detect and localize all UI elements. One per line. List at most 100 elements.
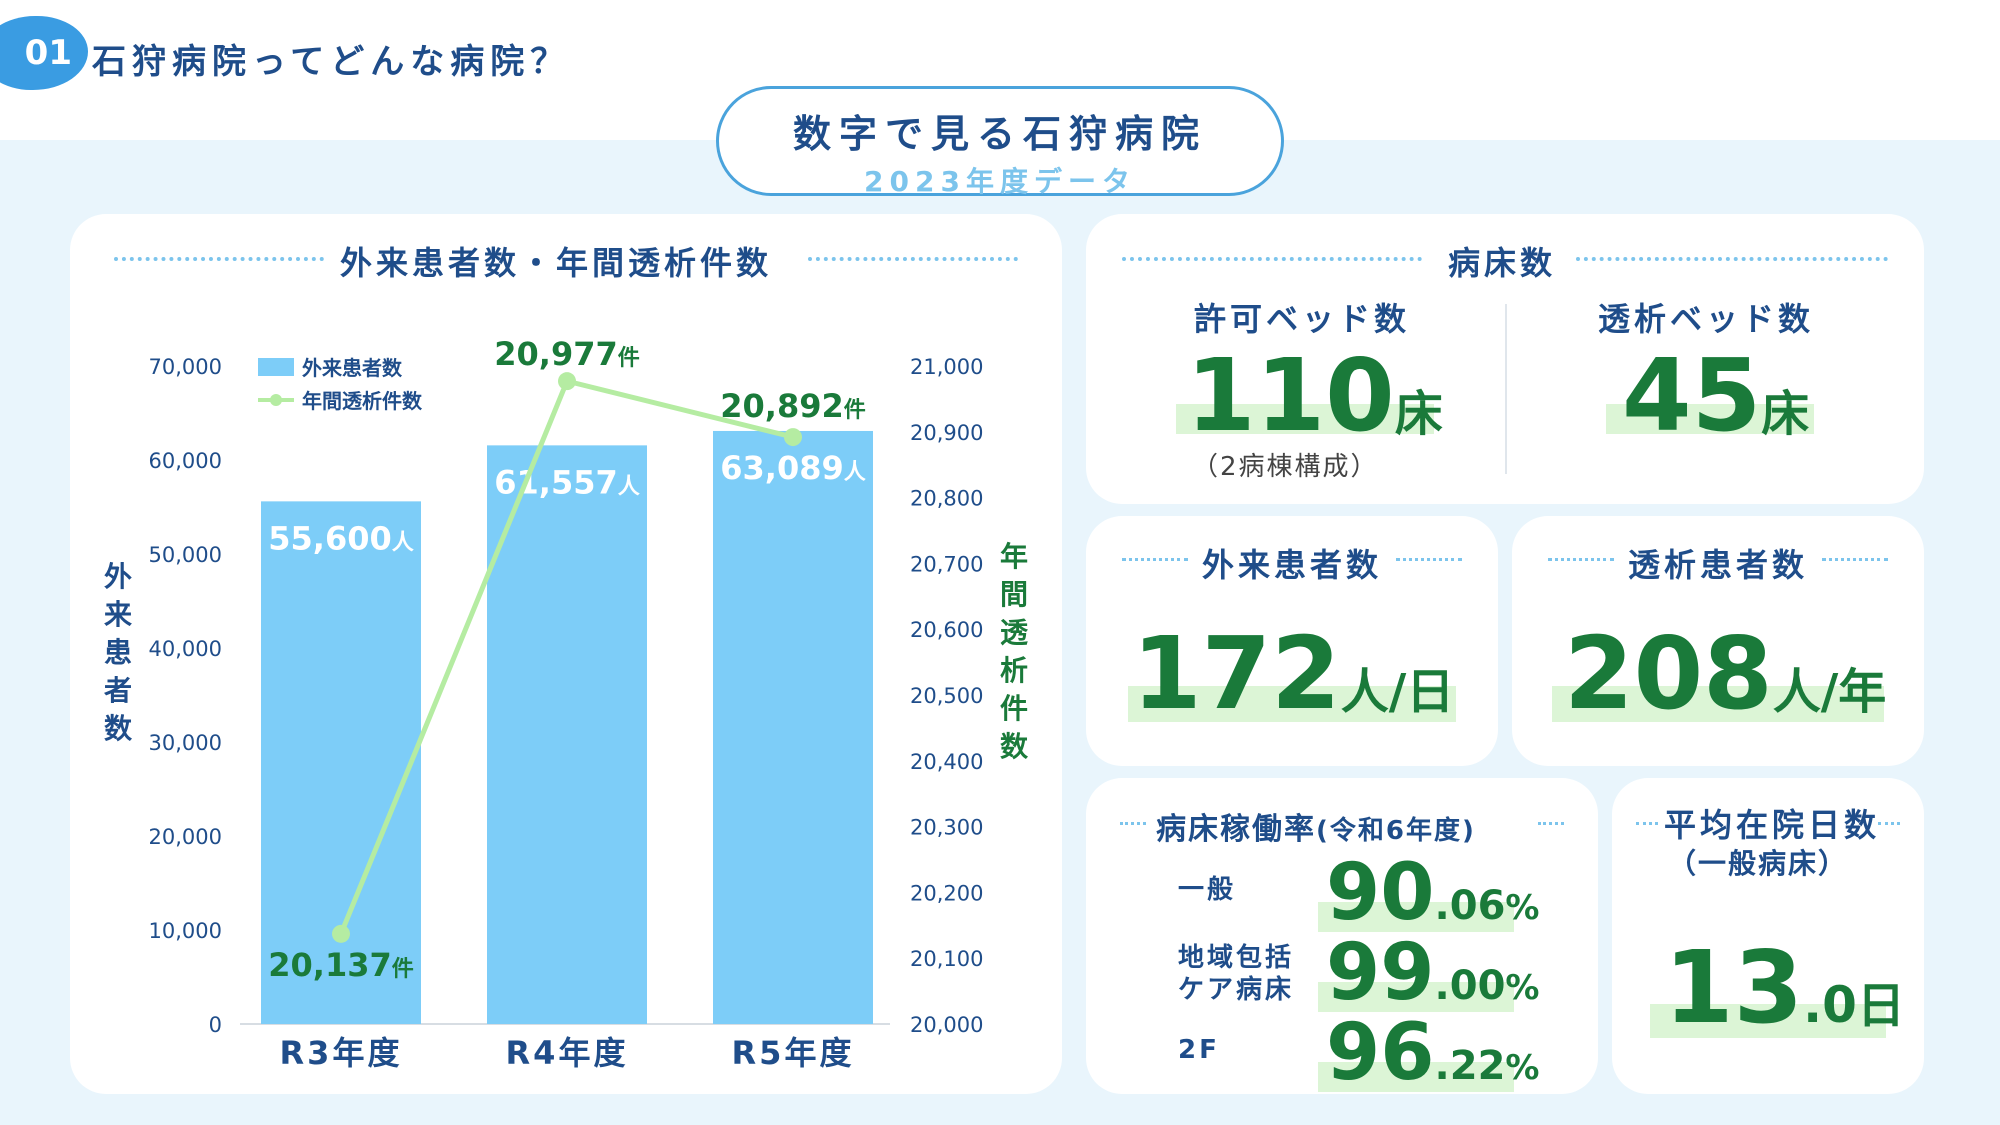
occupancy-row-label-line1: 地域包括 xyxy=(1178,943,1295,973)
section-title: 石狩病院ってどんな病院？ xyxy=(92,42,571,82)
line-data-label: 20,977件 xyxy=(494,335,640,373)
x-tick-label: R5年度 xyxy=(732,1034,855,1072)
licensed-beds-highlight xyxy=(1176,404,1434,434)
y-tick-label: 20,000 xyxy=(149,825,222,849)
y2-tick-label: 20,600 xyxy=(910,618,983,642)
bar-data-label-value: 61,557 xyxy=(494,463,617,501)
licensed-beds-value: 110床 xyxy=(1186,346,1443,446)
line-data-label-value: 20,892 xyxy=(720,387,843,425)
bar-data-label-unit: 人 xyxy=(392,530,414,555)
avg-stay-dots-left xyxy=(1636,822,1658,825)
dialysis-beds-label: 透析ベッド数 xyxy=(1598,300,1815,338)
avg-stay-card: 平均在院日数 （一般病床） 13.0日 xyxy=(1612,778,1924,1094)
avg-stay-value: 13.0日 xyxy=(1664,938,1905,1038)
dialysis-patients-highlight xyxy=(1552,686,1884,722)
occupancy-row-pct: % xyxy=(1505,968,1540,1008)
y-tick-label: 0 xyxy=(209,1013,222,1037)
bar-data-label: 61,557人 xyxy=(494,463,640,501)
y-tick-label: 50,000 xyxy=(149,543,222,567)
y-tick-label: 40,000 xyxy=(149,637,222,661)
outpatients-dots-right xyxy=(1396,558,1462,561)
occupancy-row-int: 90 xyxy=(1326,848,1435,938)
occupancy-row-highlight xyxy=(1318,1062,1514,1092)
occupancy-row-label: 一般 xyxy=(1178,874,1236,906)
outpatients-card: 外来患者数 172人/日 xyxy=(1086,516,1498,766)
avg-stay-title: 平均在院日数 xyxy=(1664,806,1881,844)
dialysis-patients-title: 透析患者数 xyxy=(1628,546,1809,584)
avg-stay-highlight xyxy=(1650,1004,1886,1038)
avg-stay-note: （一般病床） xyxy=(1668,847,1849,880)
bar-data-label-value: 55,600 xyxy=(268,519,391,557)
occupancy-row-label-line1: 2F xyxy=(1178,1035,1220,1065)
beds-card: 病床数 許可ベッド数 110床 （2病棟構成） 透析ベッド数 45床 xyxy=(1086,214,1924,504)
occupancy-row-highlight xyxy=(1318,982,1514,1012)
occupancy-row-pct: % xyxy=(1505,1048,1540,1088)
occupancy-row-label: 地域包括 ケア病床 xyxy=(1178,942,1294,1006)
bar-outpatients xyxy=(487,445,647,1024)
y2-axis-title-char: 析 xyxy=(1000,654,1028,687)
y-axis-title-char: 来 xyxy=(104,598,132,631)
y2-tick-label: 20,900 xyxy=(910,421,983,445)
y2-tick-label: 20,200 xyxy=(910,881,983,905)
y-tick-label: 30,000 xyxy=(149,731,222,755)
licensed-beds-label: 許可ベッド数 xyxy=(1194,300,1411,338)
line-data-label: 20,892件 xyxy=(720,387,866,425)
avg-stay-dec: .0 xyxy=(1803,976,1857,1034)
occupancy-title-note: (令和6年度) xyxy=(1316,816,1476,846)
outpatients-title: 外来患者数 xyxy=(1202,546,1383,584)
y2-axis-title-char: 間 xyxy=(1000,578,1028,611)
y2-axis-title-char: 件 xyxy=(1000,692,1028,725)
y2-tick-label: 20,100 xyxy=(910,947,983,971)
main-subtitle: 2023年度データ xyxy=(864,165,1136,198)
legend-bar-swatch xyxy=(258,358,294,376)
occupancy-row-label-line2: ケア病床 xyxy=(1178,975,1295,1005)
licensed-beds-note: （2病棟構成） xyxy=(1192,452,1379,482)
occupancy-row-value: 90.06% xyxy=(1326,854,1539,932)
occupancy-row-pct: % xyxy=(1505,888,1540,928)
y-axis-title-char: 者 xyxy=(104,674,132,707)
occupancy-row-value: 96.22% xyxy=(1326,1014,1539,1092)
x-tick-label: R3年度 xyxy=(280,1034,403,1072)
dialysis-patients-number: 208 xyxy=(1564,615,1773,732)
y-axis-title-char: 患 xyxy=(104,636,132,669)
occupancy-row-int: 96 xyxy=(1326,1008,1435,1098)
section-number-badge: 01 xyxy=(0,16,88,90)
main-title: 数字で見る石狩病院 xyxy=(792,112,1207,156)
beds-dots-left xyxy=(1122,257,1422,261)
y2-tick-label: 20,300 xyxy=(910,816,983,840)
beds-divider xyxy=(1505,304,1507,474)
occupancy-title: 病床稼働率(令和6年度) xyxy=(1156,804,1476,848)
legend-line-label: 年間透析件数 xyxy=(302,389,423,413)
y2-tick-label: 20,700 xyxy=(910,552,983,576)
occupancy-dots-left xyxy=(1120,822,1146,825)
bar-data-label-unit: 人 xyxy=(618,474,640,499)
y2-axis-title-char: 数 xyxy=(1000,730,1029,763)
beds-title: 病床数 xyxy=(1448,244,1557,282)
licensed-beds-unit: 床 xyxy=(1394,386,1443,442)
dialysis-beds-highlight xyxy=(1606,404,1814,434)
bar-data-label-unit: 人 xyxy=(844,460,866,485)
dialysis-patients-card: 透析患者数 208人/年 xyxy=(1512,516,1924,766)
occupancy-dots-right xyxy=(1538,822,1564,825)
y-axis-title-char: 数 xyxy=(104,712,133,745)
licensed-beds-number: 110 xyxy=(1186,337,1395,454)
dialysis-patients-dots-right xyxy=(1822,558,1888,561)
line-point xyxy=(558,372,576,391)
occupancy-row-label: 2F xyxy=(1178,1034,1220,1066)
dialysis-patients-value: 208人/年 xyxy=(1564,624,1886,724)
section-number: 01 xyxy=(24,33,72,73)
bar-data-label: 63,089人 xyxy=(720,449,866,487)
outpatients-number: 172 xyxy=(1132,615,1341,732)
occupancy-row-int: 99 xyxy=(1326,928,1435,1018)
y2-tick-label: 20,000 xyxy=(910,1013,983,1037)
dialysis-beds-unit: 床 xyxy=(1761,386,1810,442)
line-data-label-unit: 件 xyxy=(618,346,640,371)
bar-data-label: 55,600人 xyxy=(268,519,414,557)
occupancy-title-main: 病床稼働率 xyxy=(1156,812,1316,847)
line-data-label: 20,137件 xyxy=(268,946,414,984)
outpatients-unit: 人/日 xyxy=(1340,664,1455,720)
legend-bar-label: 外来患者数 xyxy=(302,356,403,380)
line-data-label-unit: 件 xyxy=(844,398,866,423)
bar-outpatients xyxy=(713,430,873,1025)
y-tick-label: 60,000 xyxy=(149,449,222,473)
